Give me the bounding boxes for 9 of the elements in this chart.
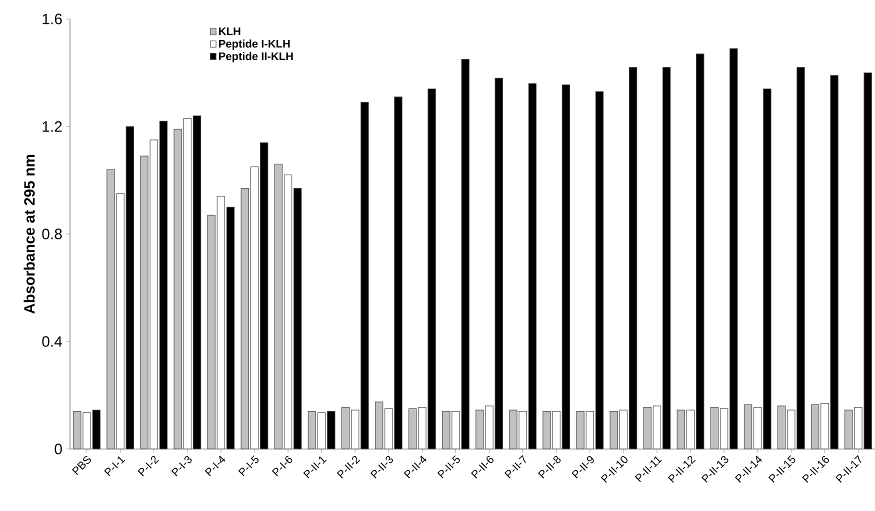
y-axis-title: Absorbance at 295 nm bbox=[24, 154, 35, 314]
legend-label: KLH bbox=[219, 28, 240, 36]
y-tick-label: 0.8 bbox=[42, 228, 62, 240]
legend-label: Peptide I-KLH bbox=[219, 40, 290, 50]
y-tick-label: 0 bbox=[54, 444, 62, 454]
y-tick-label: 1.6 bbox=[42, 14, 62, 24]
legend-label: Peptide II-KLH bbox=[219, 52, 293, 62]
y-tick-label: 1.2 bbox=[42, 121, 62, 132]
y-tick-label: 0.4 bbox=[42, 336, 62, 347]
